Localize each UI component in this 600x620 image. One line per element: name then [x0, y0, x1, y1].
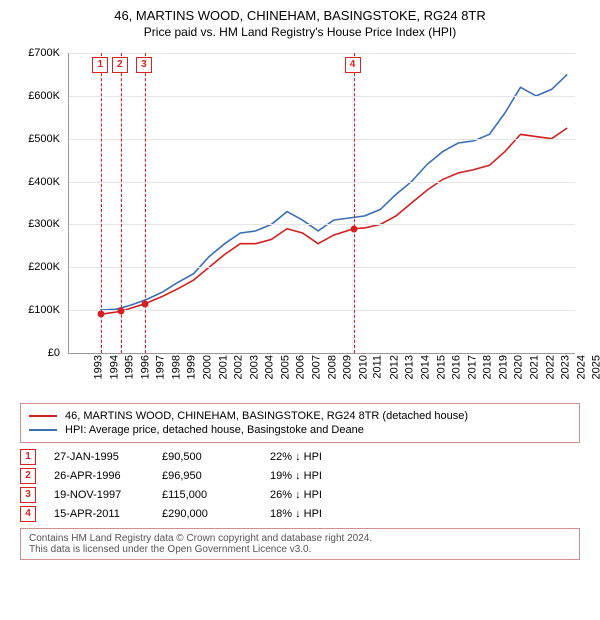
footer-line-2: This data is licensed under the Open Gov… — [29, 544, 571, 555]
transaction-date: 19-NOV-1997 — [54, 489, 144, 501]
transaction-diff: 18% ↓ HPI — [270, 508, 360, 520]
data-point — [117, 308, 124, 315]
transactions-table: 1 27-JAN-1995 £90,500 22% ↓ HPI 2 26-APR-1996… — [20, 449, 580, 522]
page-subtitle: Price paid vs. HM Land Registry's House … — [8, 25, 592, 39]
data-point — [141, 300, 148, 307]
legend: 46, MARTINS WOOD, CHINEHAM, BASINGSTOKE,… — [20, 403, 580, 443]
legend-row: HPI: Average price, detached house, Basi… — [29, 424, 571, 436]
legend-swatch — [29, 415, 57, 417]
y-axis-label: £600K — [16, 90, 60, 102]
series-hpi — [100, 74, 567, 310]
legend-swatch — [29, 429, 57, 431]
y-axis-label: £700K — [16, 47, 60, 59]
price-chart: £0£100K£200K£300K£400K£500K£600K£700K199… — [20, 45, 580, 395]
transaction-row: 3 19-NOV-1997 £115,000 26% ↓ HPI — [20, 487, 580, 503]
y-axis-label: £0 — [16, 347, 60, 359]
transaction-row: 4 15-APR-2011 £290,000 18% ↓ HPI — [20, 506, 580, 522]
footer-line-1: Contains HM Land Registry data © Crown c… — [29, 533, 571, 544]
transaction-marker: 4 — [20, 506, 36, 522]
y-axis-label: £300K — [16, 218, 60, 230]
transaction-diff: 22% ↓ HPI — [270, 451, 360, 463]
event-dashline — [354, 53, 355, 353]
y-axis-label: £100K — [16, 304, 60, 316]
transaction-marker: 2 — [20, 468, 36, 484]
legend-label: HPI: Average price, detached house, Basi… — [65, 424, 364, 436]
transaction-price: £115,000 — [162, 489, 252, 501]
transaction-date: 15-APR-2011 — [54, 508, 144, 520]
event-marker: 1 — [92, 57, 108, 73]
transaction-marker: 1 — [20, 449, 36, 465]
event-dashline — [101, 53, 102, 353]
transaction-diff: 19% ↓ HPI — [270, 470, 360, 482]
transaction-price: £290,000 — [162, 508, 252, 520]
event-dashline — [145, 53, 146, 353]
event-marker: 3 — [136, 57, 152, 73]
page-title: 46, MARTINS WOOD, CHINEHAM, BASINGSTOKE,… — [8, 8, 592, 23]
transaction-price: £90,500 — [162, 451, 252, 463]
plot-area — [68, 53, 575, 354]
event-marker: 2 — [112, 57, 128, 73]
data-point — [350, 225, 357, 232]
footer: Contains HM Land Registry data © Crown c… — [20, 528, 580, 560]
y-axis-label: £200K — [16, 261, 60, 273]
transaction-marker: 3 — [20, 487, 36, 503]
event-marker: 4 — [345, 57, 361, 73]
transaction-row: 2 26-APR-1996 £96,950 19% ↓ HPI — [20, 468, 580, 484]
y-axis-label: £500K — [16, 133, 60, 145]
transaction-date: 27-JAN-1995 — [54, 451, 144, 463]
legend-label: 46, MARTINS WOOD, CHINEHAM, BASINGSTOKE,… — [65, 410, 468, 422]
x-axis-label: 2025 — [591, 355, 600, 379]
data-point — [98, 311, 105, 318]
transaction-date: 26-APR-1996 — [54, 470, 144, 482]
y-axis-label: £400K — [16, 176, 60, 188]
transaction-diff: 26% ↓ HPI — [270, 489, 360, 501]
transaction-price: £96,950 — [162, 470, 252, 482]
legend-row: 46, MARTINS WOOD, CHINEHAM, BASINGSTOKE,… — [29, 410, 571, 422]
transaction-row: 1 27-JAN-1995 £90,500 22% ↓ HPI — [20, 449, 580, 465]
